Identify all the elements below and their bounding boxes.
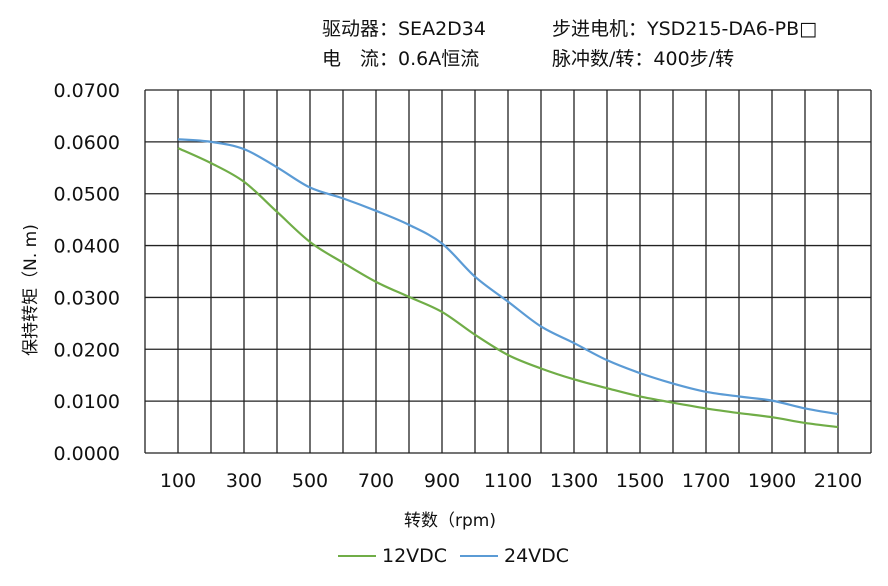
x-tick-label: 1500 [616,470,664,492]
y-axis-label: 保持转矩（N. m) [21,224,41,356]
y-tick-label: 0.0000 [54,443,120,465]
x-tick-label: 500 [292,470,328,492]
x-tick-label: 1300 [550,470,598,492]
pulses-info: 脉冲数/转：400步/转 [552,48,735,70]
current-info: 电 流：0.6A恒流 [322,48,480,70]
legend-label-24vdc: 24VDC [504,545,570,567]
y-tick-label: 0.0100 [54,391,120,413]
legend-item-24vdc: 24VDC [460,545,569,567]
y-tick-label: 0.0300 [54,287,120,309]
y-tick-label: 0.0600 [54,132,120,154]
x-tick-label: 1900 [748,470,796,492]
series-line-12vdc [177,147,839,429]
y-tick-label: 0.0500 [54,184,120,206]
driver-info: 驱动器：SEA2D34 [322,18,486,40]
motor-info: 步进电机：YSD215-DA6-PB□ [552,18,818,40]
legend-item-12vdc: 12VDC [338,545,447,567]
x-tick-label: 1100 [484,470,532,492]
x-tick-label: 1700 [682,470,730,492]
y-tick-label: 0.0700 [54,80,120,102]
legend-swatch-12vdc [338,555,376,557]
y-tick-label: 0.0400 [54,236,120,258]
x-axis-label: 转数（rpm) [404,511,496,531]
series-line-24vdc [177,138,839,416]
x-tick-label: 300 [226,470,262,492]
x-tick-label: 2100 [814,470,862,492]
y-tick-label: 0.0200 [54,339,120,361]
legend-label-12vdc: 12VDC [382,545,448,567]
legend-swatch-24vdc [460,555,498,557]
x-tick-label: 900 [424,470,460,492]
x-tick-label: 700 [358,470,394,492]
x-tick-label: 100 [160,470,196,492]
